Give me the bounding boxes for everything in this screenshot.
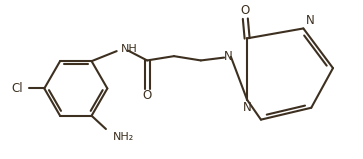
Text: N: N (306, 14, 315, 27)
Text: O: O (240, 4, 249, 17)
Text: O: O (143, 89, 152, 102)
Text: N: N (224, 50, 233, 63)
Text: NH: NH (121, 44, 138, 54)
Text: N: N (243, 101, 252, 114)
Text: NH₂: NH₂ (113, 132, 134, 142)
Text: Cl: Cl (12, 82, 23, 95)
